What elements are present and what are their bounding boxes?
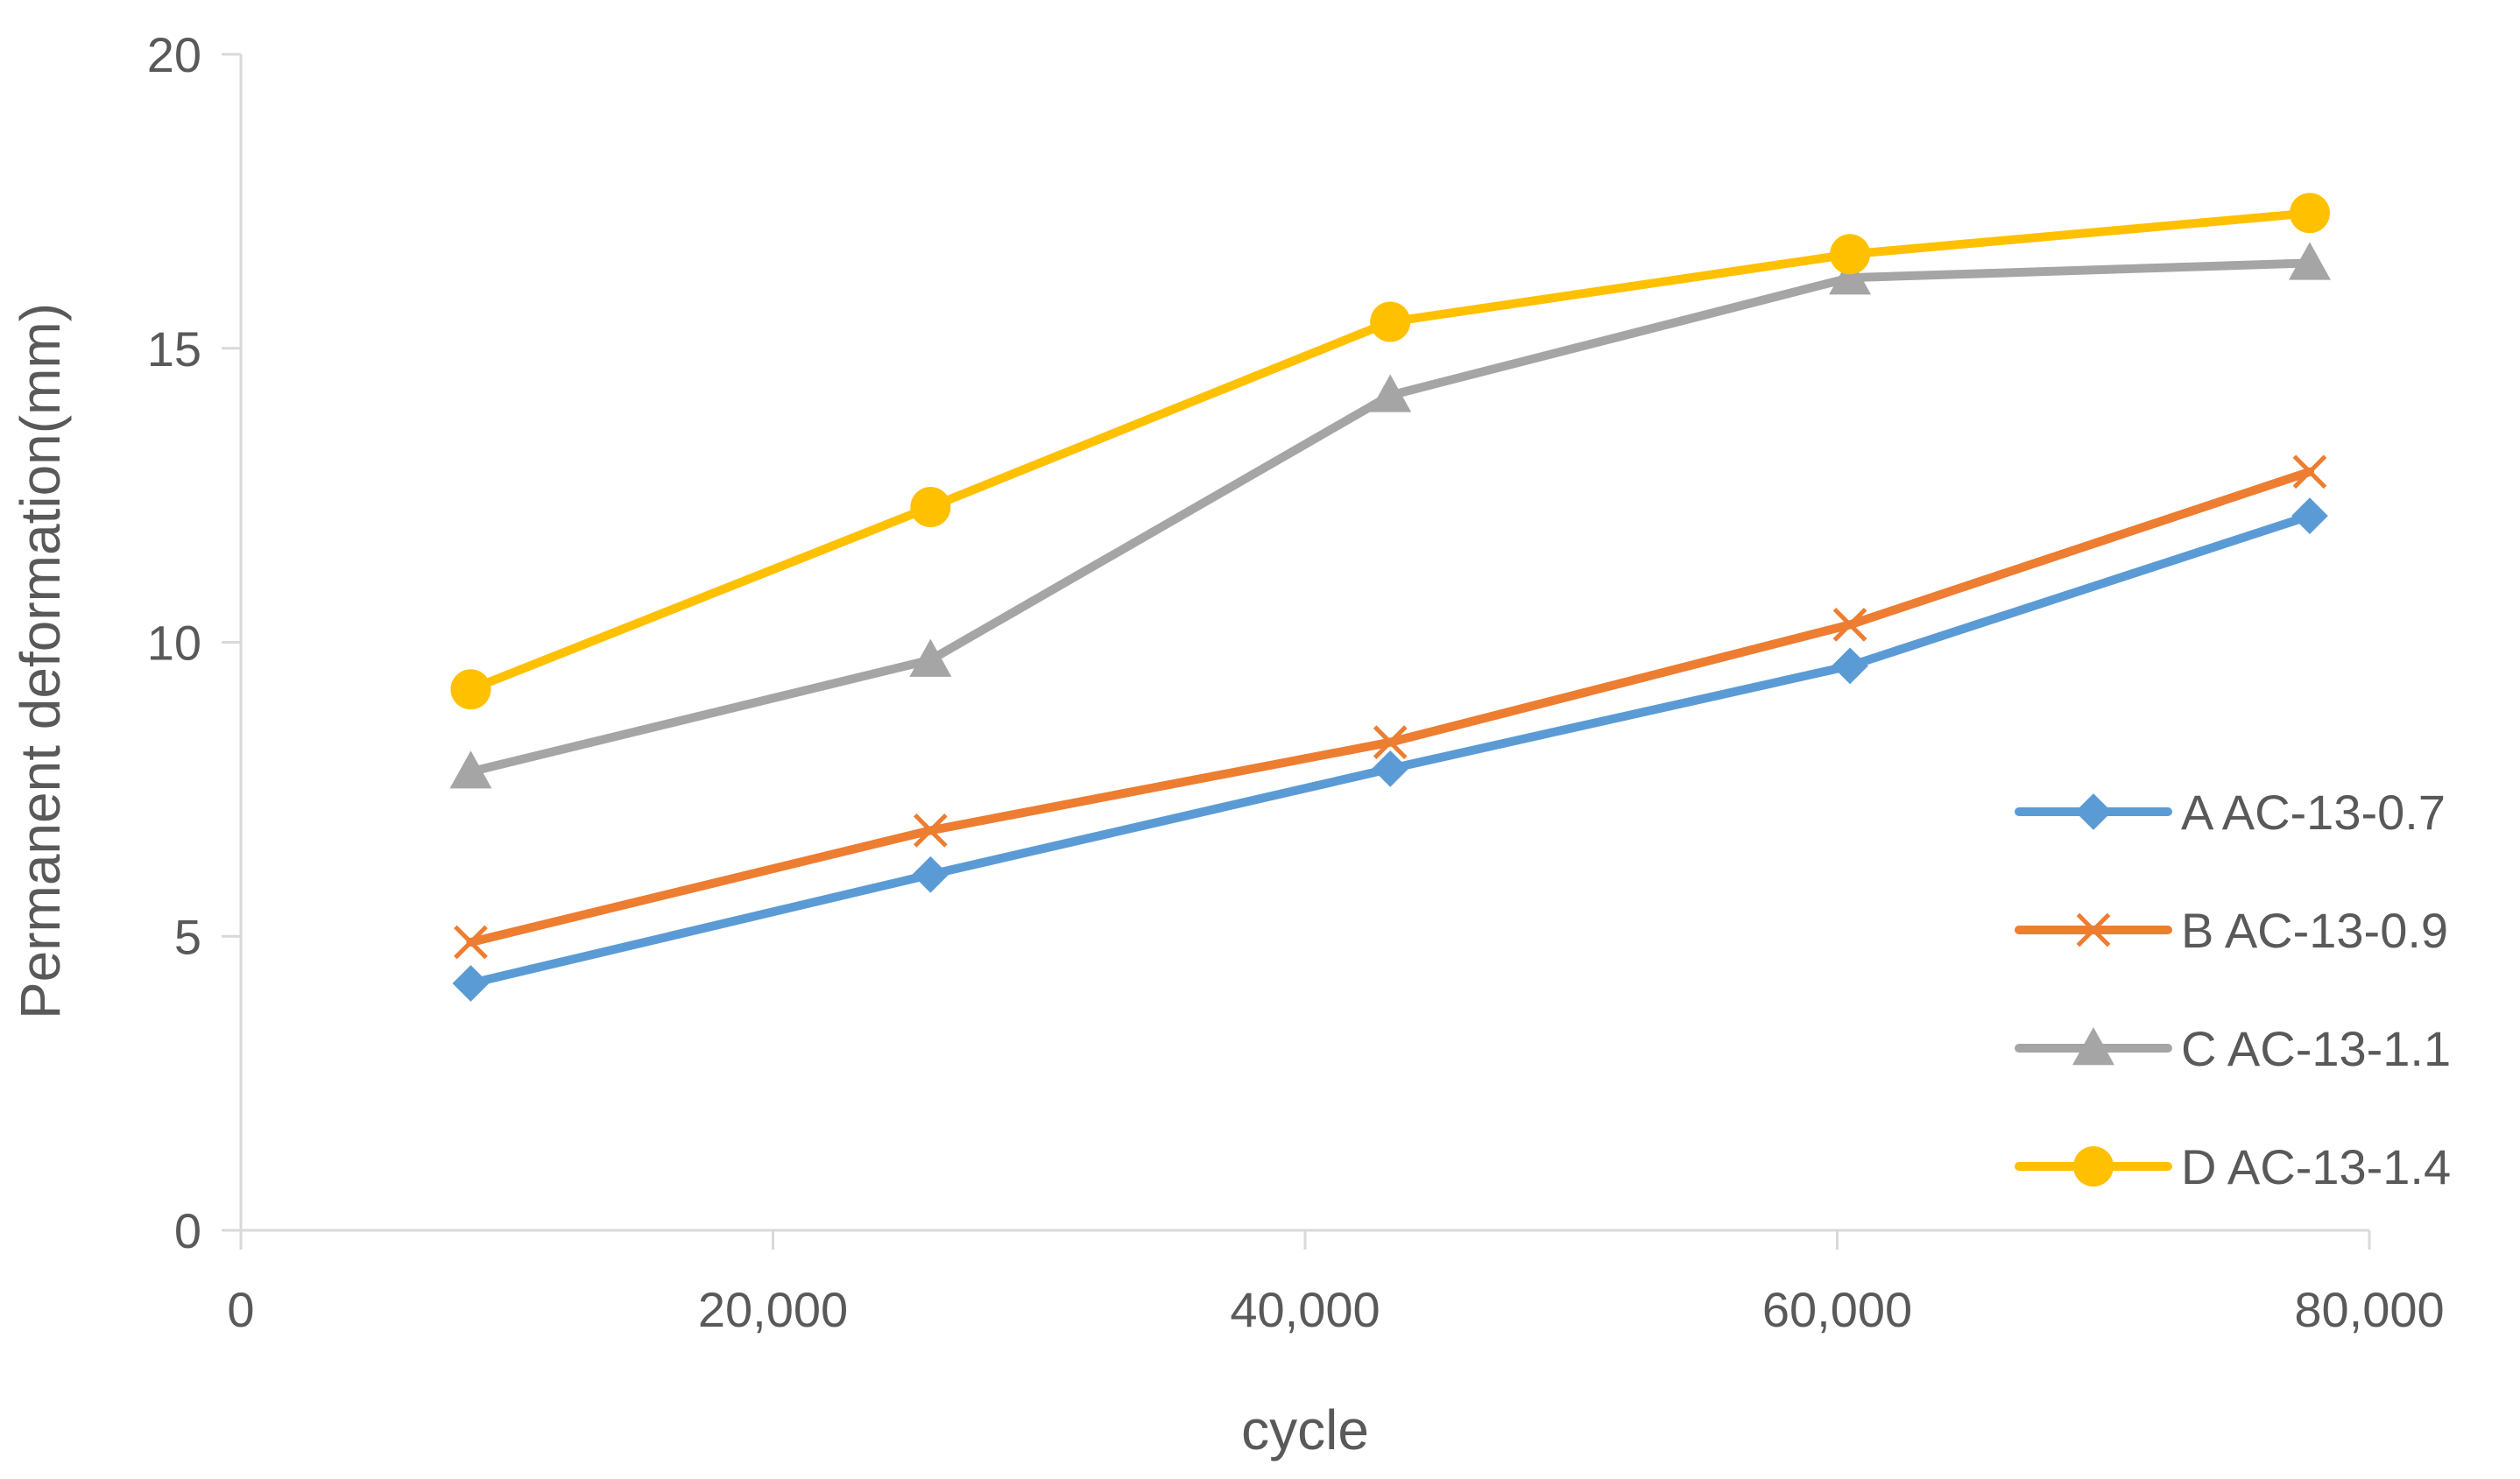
data-point-circle (450, 669, 491, 710)
legend-item: B AC-13-0.9 (2015, 903, 2448, 958)
data-point-x-stroke (454, 925, 488, 960)
y-tick-label: 0 (174, 1203, 201, 1258)
data-point-x-stroke (2292, 454, 2327, 489)
data-point-triangle (449, 750, 492, 789)
data-point-diamond (1372, 750, 1409, 787)
legend-label: C AC-13-1.1 (2181, 1021, 2451, 1076)
data-point-circle (910, 487, 951, 528)
data-point-x (454, 925, 488, 960)
x-tick-label: 20,000 (698, 1282, 848, 1337)
data-point-triangle (2072, 1027, 2114, 1066)
data-point-triangle (1369, 374, 1412, 412)
data-point-diamond (2291, 497, 2328, 535)
legend: A AC-13-0.7 B AC-13-0.9 C AC-13-1.1 D AC-13… (2015, 785, 2451, 1194)
data-point-x (1832, 607, 1867, 642)
legend-item: D AC-13-1.4 (2015, 1139, 2451, 1194)
axes: 0 5 10 15 20 0 20,000 40,000 60,000 80,000 (147, 27, 2445, 1337)
data-point-x-stroke (913, 813, 948, 848)
x-tick-label: 80,000 (2294, 1282, 2444, 1337)
data-point-circle (1370, 301, 1411, 342)
data-point-triangle (2288, 242, 2331, 280)
y-tick-label: 20 (147, 27, 201, 82)
legend-label: A AC-13-0.7 (2181, 785, 2446, 840)
y-tick-label: 10 (147, 616, 201, 671)
x-tick-label: 40,000 (1230, 1282, 1380, 1337)
y-tick-label: 15 (147, 321, 201, 377)
y-tick-label: 5 (174, 909, 201, 964)
x-tick-label: 0 (227, 1282, 254, 1337)
data-point-x-stroke (1373, 725, 1408, 760)
x-tick-label: 60,000 (1762, 1282, 1912, 1337)
data-point-x-stroke (2076, 912, 2111, 947)
data-point-x-stroke (1832, 607, 1867, 642)
data-point-diamond (2075, 793, 2112, 830)
series-c (449, 242, 2331, 789)
series-line (466, 208, 2314, 694)
data-point-triangle (909, 638, 952, 677)
data-point-x (1373, 725, 1408, 760)
legend-label: D AC-13-1.4 (2181, 1139, 2451, 1194)
legend-label: B AC-13-0.9 (2181, 903, 2448, 958)
legend-item: C AC-13-1.1 (2015, 1021, 2451, 1076)
data-point-circle (2073, 1146, 2114, 1187)
data-point-x (2076, 912, 2111, 947)
data-point-circle (1830, 234, 1871, 275)
data-point-x (2292, 454, 2327, 489)
data-point-diamond (912, 856, 949, 893)
y-axis-title: Permanent deformation(mm) (9, 303, 72, 1019)
series-b (454, 454, 2327, 960)
data-point-diamond (1832, 647, 1868, 685)
data-point-diamond (452, 965, 490, 1002)
data-point-triangle (1829, 257, 1872, 295)
series-line (466, 511, 2314, 988)
data-point-x (913, 813, 948, 848)
legend-item: A AC-13-0.7 (2015, 785, 2446, 840)
series-a (452, 497, 2328, 1002)
series-layer (449, 193, 2331, 1002)
data-point-circle (2289, 193, 2330, 234)
series-d (450, 193, 2330, 710)
x-axis-title: cycle (1241, 1398, 1369, 1461)
